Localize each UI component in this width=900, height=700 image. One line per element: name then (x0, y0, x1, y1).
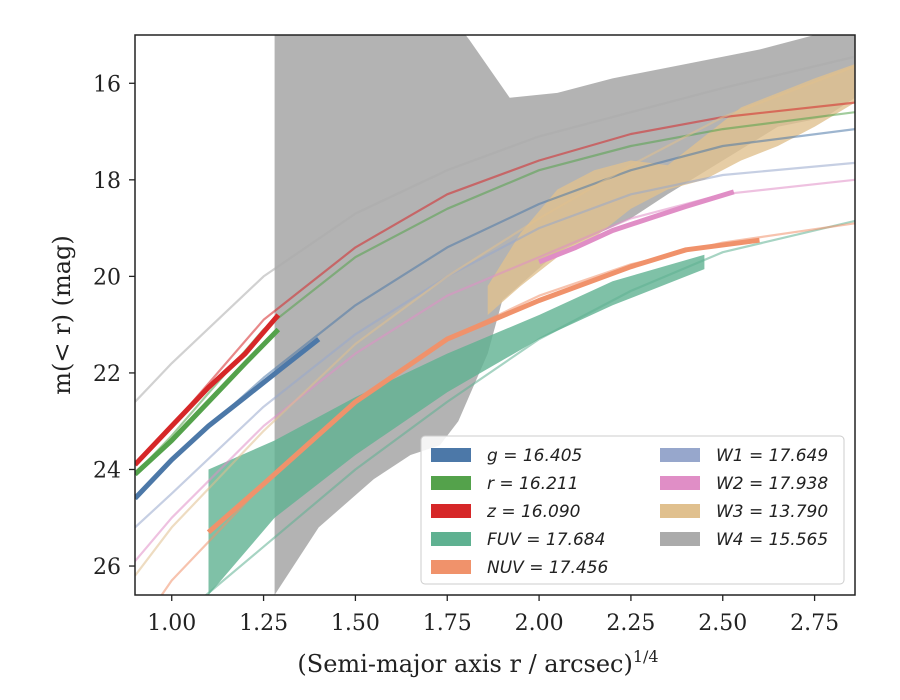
y-tick-label: 24 (93, 458, 121, 483)
legend-swatch-w1 (660, 448, 700, 462)
x-tick-label: 1.25 (239, 611, 288, 636)
legend-swatch-w4 (660, 532, 700, 546)
data-curves (135, 189, 760, 535)
legend-label-w4: W4 = 15.565 (716, 530, 828, 550)
plot-frame (134, 34, 856, 596)
legend-swatch-r (431, 476, 471, 490)
legend-label-w3: W3 = 13.790 (716, 502, 828, 522)
y-axis-ticks: 16 18 20 22 24 26 (93, 72, 135, 580)
x-tick-label: 2.25 (606, 611, 655, 636)
model-line-w4 (135, 55, 855, 403)
x-axis-title-main: (Semi-major axis r / arcsec) (297, 650, 632, 678)
x-tick-label: 2.75 (790, 611, 839, 636)
legend-label-w1: W1 = 17.649 (716, 446, 828, 466)
error-bands (208, 35, 855, 595)
x-tick-label: 2.00 (515, 611, 564, 636)
legend-label-nuv: NUV = 17.456 (487, 558, 609, 578)
legend-swatch-g (431, 448, 471, 462)
legend-swatch-z (431, 504, 471, 518)
data-line-g (135, 337, 321, 501)
legend-label-w2: W2 = 17.938 (716, 474, 828, 494)
data-line-r (135, 327, 281, 477)
legend-label-r: r = 16.211 (487, 474, 579, 494)
band-w4 (274, 35, 855, 595)
x-tick-label: 1.75 (423, 611, 472, 636)
y-tick-label: 22 (93, 362, 121, 387)
model-line-r (135, 111, 855, 476)
legend-label-z: z = 16.090 (486, 502, 580, 522)
legend-swatch-nuv (431, 560, 471, 574)
legend-label-g: g = 16.405 (487, 446, 582, 466)
legend-label-fuv: FUV = 17.684 (487, 530, 605, 550)
legend: g = 16.405 r = 16.211 z = 16.090 FUV = 17.6… (420, 435, 845, 585)
model-line-w3 (135, 65, 855, 577)
data-line-nuv (206, 237, 760, 535)
legend-swatch-w3 (660, 504, 700, 518)
data-line-w2 (538, 189, 735, 265)
legend-swatch-fuv (431, 532, 471, 546)
band-w3 (487, 64, 855, 315)
y-axis-title: m(< r) (mag) (48, 235, 76, 394)
y-tick-label: 16 (93, 72, 121, 97)
x-tick-label: 2.50 (698, 611, 747, 636)
x-tick-label: 1.00 (147, 611, 196, 636)
band-fuv (208, 254, 705, 595)
legend-box (420, 435, 845, 585)
y-tick-label: 26 (93, 555, 121, 580)
x-axis-title: (Semi-major axis r / arcsec)1/4 (297, 647, 658, 678)
y-tick-label: 18 (93, 169, 121, 194)
data-line-z (135, 313, 281, 467)
legend-swatch-w2 (660, 476, 700, 490)
x-tick-label: 1.50 (331, 611, 380, 636)
model-line-fuv (204, 219, 855, 595)
y-tick-label: 20 (93, 265, 121, 290)
x-axis-ticks: 1.00 1.25 1.50 1.75 2.00 2.25 2.50 2.75 (147, 595, 839, 636)
x-axis-title-exponent: 1/4 (633, 647, 659, 666)
